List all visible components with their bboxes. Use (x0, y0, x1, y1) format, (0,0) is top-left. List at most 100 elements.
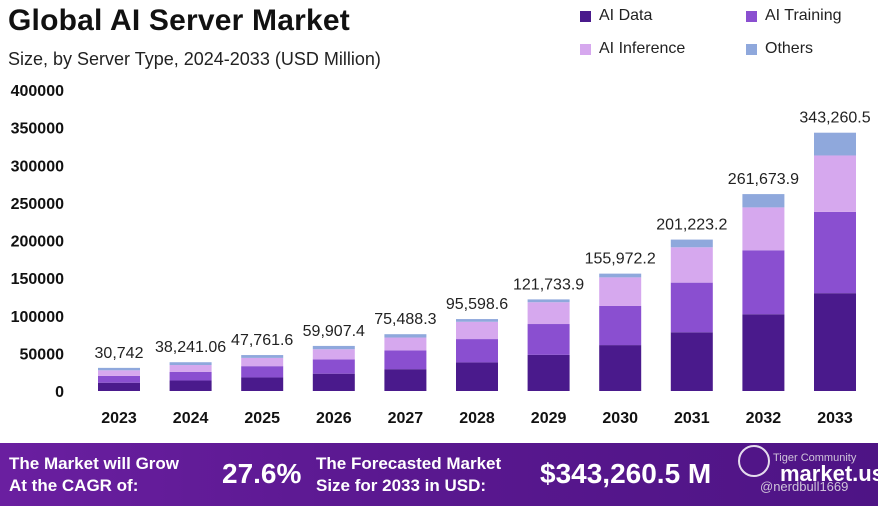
y-tick-label: 150000 (11, 271, 64, 288)
bar-segment-others (456, 319, 498, 322)
stacked-bar-chart: 0 50000 100000 150000 200000 250000 300000 3500… (11, 83, 871, 427)
legend-swatch-ai-training (746, 10, 757, 22)
brand-logo-icon (738, 445, 770, 477)
bar-segment-ai-training (384, 350, 427, 370)
x-tick-label: 2032 (746, 410, 782, 427)
chart-subtitle: Size, by Server Type, 2024-2033 (USD Mil… (8, 49, 381, 69)
legend-label-ai-training: AI Training (765, 7, 842, 24)
bar-segment-ai-data (670, 332, 713, 391)
legend-swatch-ai-inference (580, 43, 591, 55)
legend-label-others: Others (765, 40, 814, 57)
bar-segment-ai-training (670, 282, 713, 333)
bar-segment-ai-data (527, 354, 570, 391)
y-tick-label: 350000 (11, 121, 64, 138)
bar-segment-ai-training (742, 250, 785, 315)
bar-segment-ai-inference (456, 321, 498, 340)
forecast-label: The Forecasted Market Size for 2033 in U… (316, 453, 501, 497)
bar-segment-others (599, 273, 642, 278)
x-tick-label: 2025 (244, 410, 280, 427)
bar-segment-ai-training (98, 375, 140, 383)
y-tick-label: 0 (55, 384, 64, 401)
bar-total-label: 38,241.06 (155, 339, 226, 356)
bar-segment-ai-training (814, 211, 856, 294)
bar-segment-ai-training (599, 305, 642, 346)
x-tick-label: 2023 (101, 410, 137, 427)
bar-segment-ai-inference (241, 357, 284, 367)
bar-segment-ai-data (599, 345, 642, 391)
forecast-value: $343,260.5 M (540, 458, 712, 489)
bar-total-label: 47,761.6 (231, 332, 293, 349)
bar-total-label: 155,972.2 (585, 251, 656, 268)
bar-segment-others (241, 355, 284, 358)
bar-segment-others (527, 299, 570, 303)
bar-segment-ai-inference (312, 349, 355, 360)
y-tick-label: 200000 (11, 234, 64, 251)
legend-swatch-ai-data (580, 10, 591, 22)
bar-segment-ai-inference (814, 155, 856, 212)
cagr-label-line2: At the CAGR of: (9, 476, 139, 495)
bar-segment-ai-training (312, 359, 355, 374)
bar-segment-ai-data (742, 314, 785, 391)
watermark-top: Tiger Community (773, 452, 857, 464)
bar-segment-ai-inference (742, 207, 785, 251)
bar-segment-others (98, 367, 140, 371)
legend-swatch-others (746, 43, 757, 55)
footer-banner: The Market will Grow At the CAGR of: 27.… (0, 443, 878, 506)
y-tick-label: 250000 (11, 196, 64, 213)
bar-segment-others (384, 334, 427, 338)
legend: AI Data AI Training AI Inference Others (580, 7, 870, 67)
bar-segment-ai-training (169, 371, 212, 381)
bar-segment-ai-data (456, 362, 498, 391)
bar-total-label: 59,907.4 (303, 323, 365, 340)
bar-total-label: 343,260.5 (799, 110, 870, 127)
bar-segment-ai-training (527, 324, 570, 355)
bar-segment-ai-data (169, 380, 212, 391)
cagr-label: The Market will Grow At the CAGR of: (9, 453, 179, 497)
forecast-label-line2: Size for 2033 in USD: (316, 476, 487, 495)
legend-label-ai-data: AI Data (599, 7, 653, 24)
bar-segment-ai-training (456, 339, 498, 363)
y-tick-label: 400000 (11, 83, 64, 100)
bar-total-label: 201,223.2 (656, 217, 727, 234)
bar-total-label: 30,742 (95, 345, 144, 362)
bar-segment-ai-inference (599, 277, 642, 306)
bar-total-label: 261,673.9 (728, 171, 799, 188)
legend-label-ai-inference: AI Inference (599, 40, 686, 57)
forecast-label-line1: The Forecasted Market (316, 454, 502, 473)
brand-name: market.us (780, 461, 878, 486)
x-tick-label: 2024 (173, 410, 209, 427)
chart-title: Global AI Server Market (8, 4, 350, 37)
legend-item-others: Others (746, 40, 813, 58)
bar-segment-ai-data (384, 369, 427, 391)
bar-segment-others (670, 239, 713, 248)
bar-segment-ai-inference (384, 337, 427, 351)
bar-segment-ai-data (312, 373, 355, 391)
x-tick-label: 2030 (602, 410, 638, 427)
y-tick-label: 50000 (20, 346, 65, 363)
bar-segment-others (814, 132, 856, 156)
bar-total-label: 121,733.9 (513, 276, 584, 293)
x-tick-label: 2029 (531, 410, 567, 427)
x-tick-label: 2033 (817, 410, 853, 427)
y-tick-label: 100000 (11, 309, 64, 326)
x-tick-label: 2028 (459, 410, 495, 427)
bar-segment-ai-training (241, 366, 284, 378)
bar-segment-others (169, 362, 212, 366)
legend-item-ai-inference: AI Inference (580, 40, 685, 58)
watermark-bottom: @nerdbull1669 (760, 479, 849, 494)
y-tick-label: 300000 (11, 158, 64, 175)
bar-segment-ai-data (98, 382, 140, 391)
bar-segment-ai-inference (670, 247, 713, 283)
bar-segment-others (742, 194, 785, 208)
bar-segment-ai-inference (169, 365, 212, 372)
bar-segment-others (312, 345, 355, 350)
bar-segment-ai-data (814, 293, 856, 391)
legend-item-ai-training: AI Training (746, 7, 841, 25)
x-tick-label: 2031 (674, 410, 710, 427)
legend-item-ai-data: AI Data (580, 7, 652, 25)
bar-segment-ai-data (241, 377, 284, 391)
x-tick-label: 2026 (316, 410, 352, 427)
bar-segment-ai-inference (527, 302, 570, 325)
bar-segment-ai-inference (98, 370, 140, 376)
cagr-label-line1: The Market will Grow (9, 454, 180, 473)
